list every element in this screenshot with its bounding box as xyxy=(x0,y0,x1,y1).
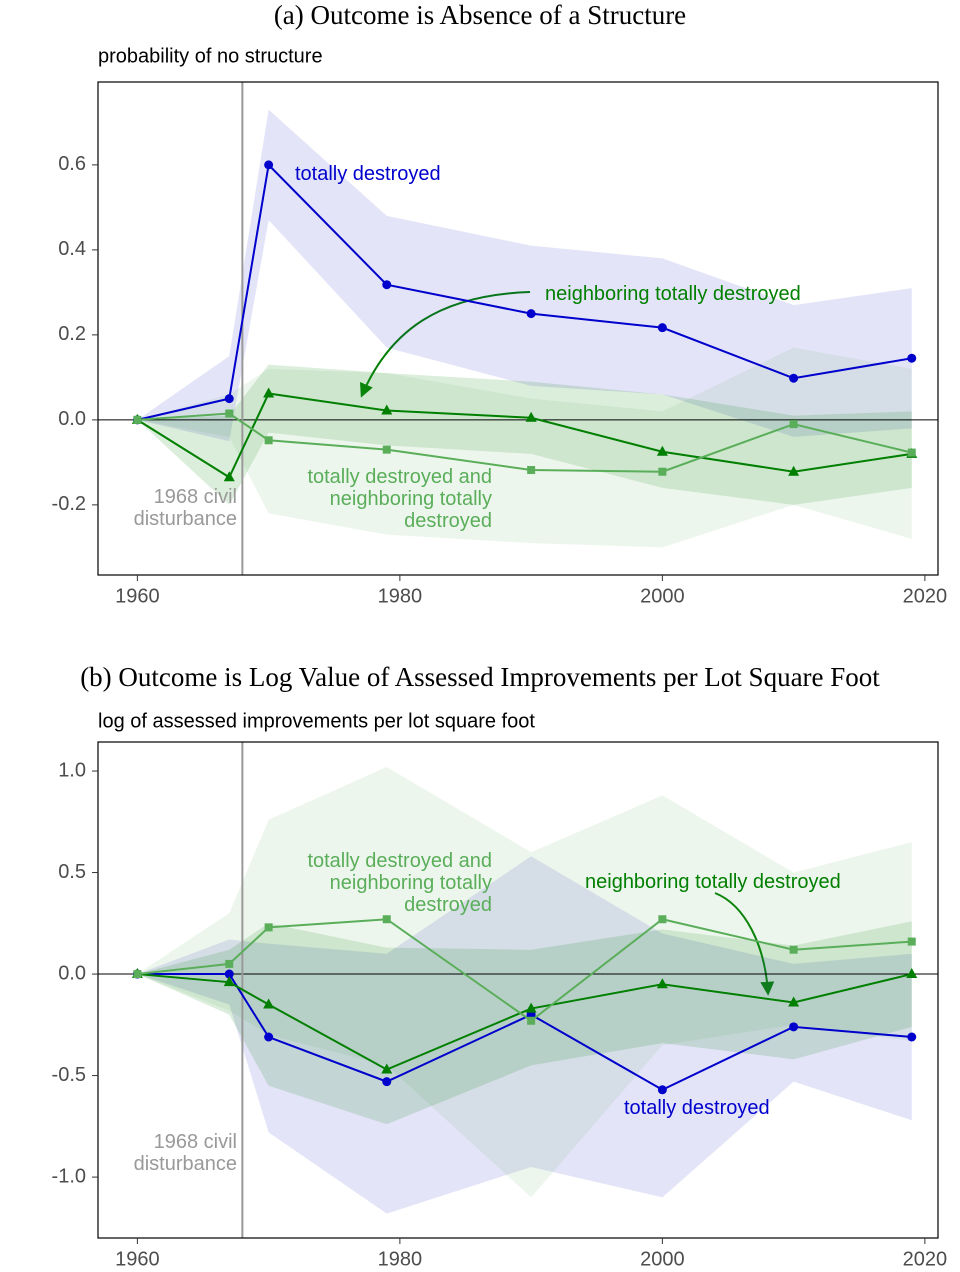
point xyxy=(224,394,234,404)
series-label: neighboring totally destroyed xyxy=(585,871,841,893)
point xyxy=(656,978,668,989)
point xyxy=(264,160,274,170)
point xyxy=(225,409,234,418)
confidence-band xyxy=(137,347,912,548)
point xyxy=(788,465,800,476)
x-tick-label: 2000 xyxy=(640,585,685,607)
point xyxy=(907,353,917,363)
y-tick-label: -0.2 xyxy=(52,493,86,515)
point xyxy=(263,387,275,398)
series-line xyxy=(137,973,912,1091)
point xyxy=(656,445,668,456)
x-tick-label: 2020 xyxy=(903,585,948,607)
point xyxy=(907,1032,917,1042)
y-tick-label: 0.2 xyxy=(58,323,86,345)
point xyxy=(382,915,391,924)
point xyxy=(381,404,393,415)
x-tick-label: 1960 xyxy=(115,585,160,607)
y-tick-label: 0.0 xyxy=(58,408,86,430)
point xyxy=(657,323,667,333)
point xyxy=(907,448,916,457)
point xyxy=(382,280,392,290)
point xyxy=(525,1002,537,1013)
x-tick-label: 1980 xyxy=(378,1248,423,1270)
point xyxy=(263,998,275,1009)
point xyxy=(658,915,667,924)
point xyxy=(133,415,142,424)
point xyxy=(526,309,536,319)
plot-frame xyxy=(97,81,939,576)
point xyxy=(223,471,235,482)
series-label: totally destroyed xyxy=(624,1097,770,1119)
confidence-band xyxy=(137,109,912,442)
annotation-arrow xyxy=(714,892,775,996)
confidence-band xyxy=(137,921,912,1125)
x-tick-label: 2000 xyxy=(640,1248,685,1270)
confidence-band xyxy=(137,364,912,505)
series-label: totally destroyed and neighboring totall… xyxy=(307,466,492,532)
point xyxy=(264,923,273,932)
point xyxy=(658,467,667,476)
y-tick-label: 0.5 xyxy=(58,861,86,883)
annotation-arrow xyxy=(360,291,531,398)
point xyxy=(789,945,798,954)
y-axis-label: probability of no structure xyxy=(98,45,323,67)
point xyxy=(525,411,537,422)
point xyxy=(788,996,800,1007)
point xyxy=(382,1077,392,1087)
point xyxy=(789,1022,799,1032)
point xyxy=(225,959,234,968)
point xyxy=(527,1016,536,1025)
series-line xyxy=(137,162,912,421)
point xyxy=(133,970,142,979)
y-tick-label: 1.0 xyxy=(58,759,86,781)
confidence-band xyxy=(137,856,912,1214)
series-line xyxy=(137,412,912,473)
chart-title: (a) Outcome is Absence of a Structure xyxy=(274,0,686,30)
confidence-band xyxy=(137,766,912,1198)
chart-title: (b) Outcome is Log Value of Assessed Imp… xyxy=(80,662,880,692)
series-line xyxy=(136,392,912,479)
series-label: totally destroyed and neighboring totall… xyxy=(307,850,492,916)
point xyxy=(224,969,234,979)
x-tick-label: 1960 xyxy=(115,1248,160,1270)
point xyxy=(381,1063,393,1074)
y-tick-label: -1.0 xyxy=(52,1165,86,1187)
point xyxy=(906,968,918,979)
y-axis-label: log of assessed improvements per lot squ… xyxy=(98,710,535,732)
y-tick-label: 0.6 xyxy=(58,153,86,175)
point xyxy=(264,1032,274,1042)
event-label: 1968 civil disturbance xyxy=(133,486,237,530)
series-line xyxy=(137,918,912,1023)
point xyxy=(657,1085,667,1095)
y-tick-label: -0.5 xyxy=(52,1064,86,1086)
point xyxy=(789,373,799,383)
point xyxy=(382,445,391,454)
y-tick-label: 0.0 xyxy=(58,962,86,984)
series-line xyxy=(137,973,912,1071)
y-tick-label: 0.4 xyxy=(58,238,86,260)
point xyxy=(907,937,916,946)
series-label: neighboring totally destroyed xyxy=(545,283,801,305)
series-label: totally destroyed xyxy=(295,163,441,185)
x-tick-label: 1980 xyxy=(378,585,423,607)
point xyxy=(223,976,235,987)
point xyxy=(264,436,273,445)
point xyxy=(789,420,798,429)
x-tick-label: 2020 xyxy=(903,1248,948,1270)
point xyxy=(527,466,536,475)
plot-frame xyxy=(97,741,939,1239)
event-label: 1968 civil disturbance xyxy=(133,1131,237,1175)
